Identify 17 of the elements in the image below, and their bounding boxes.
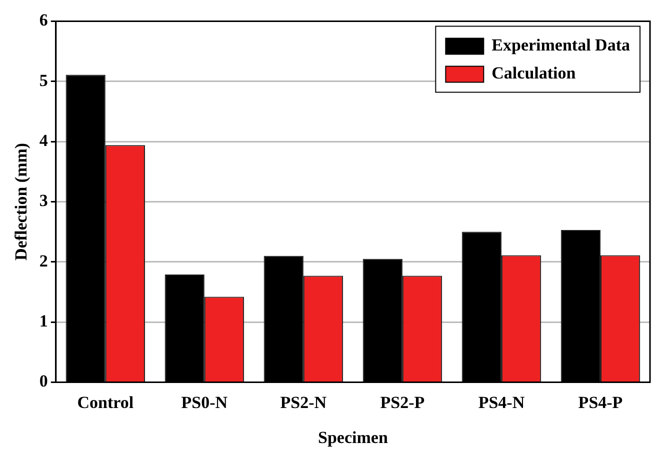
- legend-label: Experimental Data: [492, 36, 630, 55]
- x-tick-label: PS4-N: [478, 392, 526, 412]
- y-tick-label: 1: [39, 311, 48, 330]
- y-tick-label: 3: [39, 191, 48, 210]
- y-tick-label: 6: [39, 10, 48, 30]
- x-tick-label: Control: [77, 392, 134, 412]
- x-tick-label: PS2-P: [380, 392, 425, 412]
- legend-label: Calculation: [492, 64, 576, 83]
- y-tick-label: 0: [39, 372, 48, 391]
- x-tick-label: PS2-N: [280, 392, 328, 412]
- y-tick-label: 5: [39, 70, 48, 90]
- x-tick-label: PS4-P: [578, 392, 623, 412]
- x-axis-title: Specimen: [318, 428, 388, 448]
- y-axis-title: Deflection (mm): [12, 142, 31, 260]
- y-tick-label: 4: [39, 130, 48, 150]
- y-tick-label: 2: [39, 251, 48, 270]
- x-tick-label: PS0-N: [181, 392, 228, 412]
